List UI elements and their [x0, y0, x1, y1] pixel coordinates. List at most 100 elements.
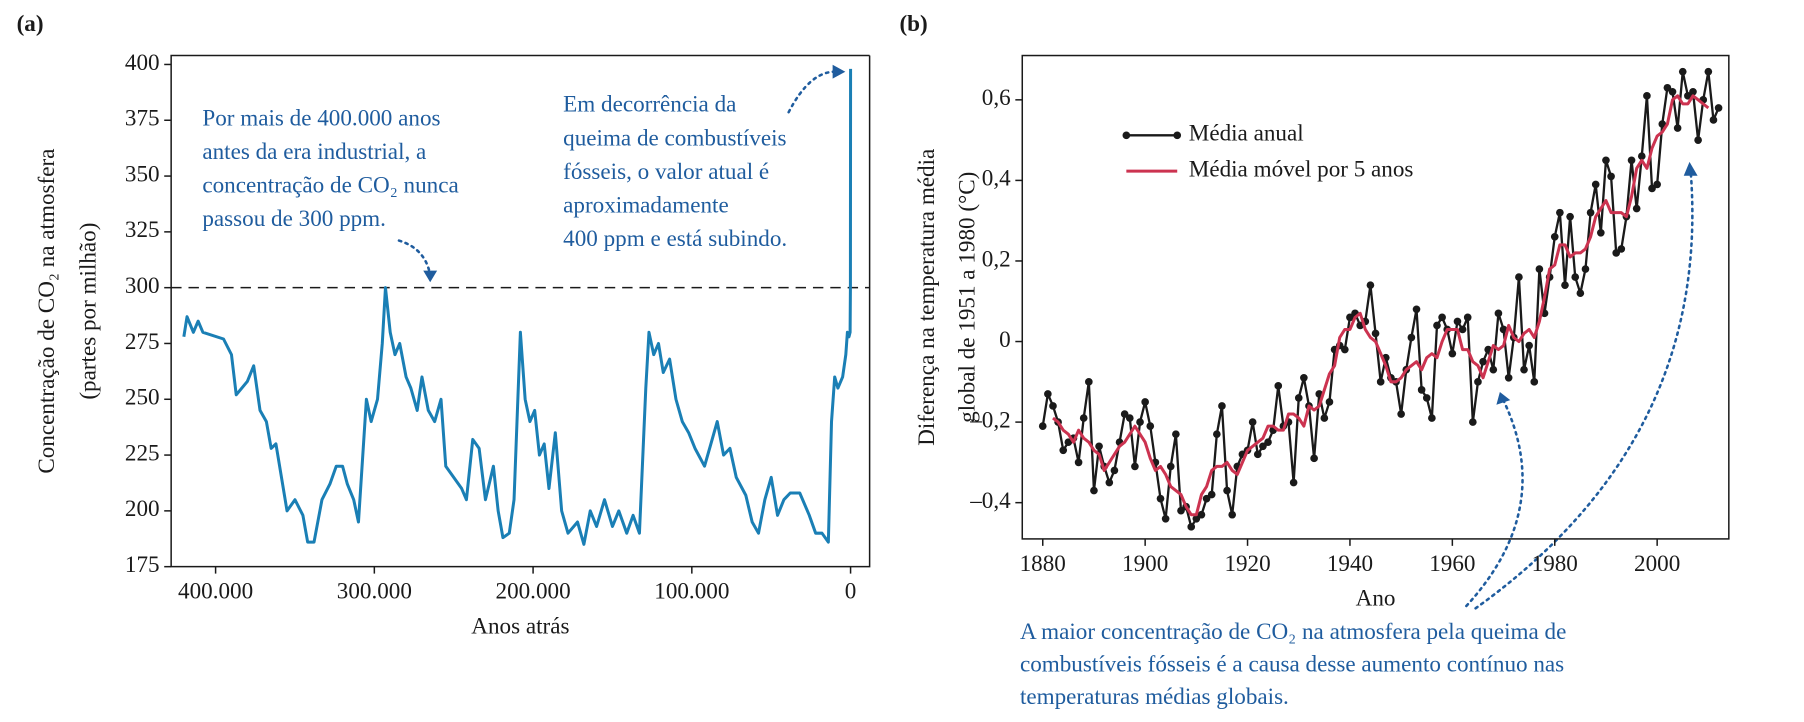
data-point: [1453, 317, 1462, 326]
data-point: [1704, 67, 1713, 76]
data-point: [1469, 418, 1477, 426]
data-point: [1566, 212, 1574, 221]
series-line: [1052, 94, 1710, 517]
annotation: temperaturas médias globais.: [1020, 684, 1289, 710]
data-point: [1412, 305, 1421, 314]
data-point: [1458, 325, 1467, 334]
series-line: [182, 68, 853, 546]
data-point: [1044, 390, 1052, 398]
x-tick-label: 1980: [1532, 551, 1578, 577]
data-point: [1248, 418, 1257, 426]
data-point: [1576, 289, 1585, 298]
data-point: [1612, 249, 1621, 257]
y-tick-label: –0,4: [969, 488, 1011, 514]
data-point: [1617, 245, 1626, 253]
data-point: [1172, 430, 1180, 438]
x-tick-label: 100.000: [654, 579, 729, 605]
data-point: [1653, 180, 1661, 189]
data-point: [1146, 422, 1155, 430]
annotation: 400 ppm e está subindo.: [563, 226, 787, 252]
data-point: [1648, 184, 1656, 193]
data-point: [1079, 414, 1088, 422]
data-point: [1607, 172, 1615, 181]
data-point: [1371, 329, 1380, 338]
data-point: [1110, 466, 1119, 475]
x-tick-label: 400.000: [178, 579, 253, 605]
annotation: passou de 300 ppm.: [202, 206, 386, 232]
legend-marker: [1122, 131, 1131, 140]
data-point: [1550, 232, 1559, 241]
x-tick-label: 1900: [1122, 551, 1168, 577]
x-tick-label: 200.000: [496, 579, 571, 605]
data-point: [1085, 377, 1093, 386]
data-point: [1637, 152, 1646, 161]
x-tick-label: 1880: [1020, 551, 1066, 577]
x-axis-label: Anos atrás: [471, 613, 569, 639]
data-point: [1059, 446, 1068, 455]
data-point: [1274, 382, 1283, 390]
data-point: [1525, 341, 1533, 350]
data-point: [1320, 414, 1329, 422]
y-axis-label: Diferença na temperatura média: [914, 149, 940, 446]
data-point: [1325, 398, 1334, 406]
data-point: [1090, 486, 1098, 495]
data-point: [1038, 422, 1047, 430]
y-tick-label: 375: [125, 106, 160, 132]
data-point: [1520, 365, 1528, 374]
y-axis-label: (partes por milhão): [76, 223, 102, 400]
data-point: [1561, 281, 1569, 289]
data-point: [1530, 377, 1539, 386]
data-point: [1581, 265, 1590, 273]
y-tick-label: 0,4: [982, 166, 1011, 192]
data-point: [1341, 345, 1349, 354]
arrow-head: [1496, 392, 1511, 405]
data-point: [1714, 104, 1723, 112]
data-point: [1433, 321, 1441, 330]
y-tick-label: 275: [125, 329, 160, 355]
data-point: [1556, 208, 1564, 217]
data-point: [1294, 394, 1303, 402]
y-tick-label: 350: [125, 161, 160, 187]
data-point: [1627, 156, 1636, 165]
x-tick-label: 1940: [1327, 551, 1373, 577]
arrow: [1474, 169, 1694, 610]
data-point: [1499, 325, 1508, 334]
y-tick-label: 400: [125, 50, 160, 76]
data-point: [1074, 458, 1083, 467]
data-point: [1161, 514, 1170, 523]
data-point: [1663, 83, 1672, 92]
data-point: [1658, 120, 1667, 128]
data-point: [1571, 273, 1580, 281]
y-tick-label: 250: [125, 385, 160, 411]
data-point: [1494, 309, 1503, 318]
data-point: [1131, 462, 1139, 471]
data-point: [1166, 462, 1175, 471]
y-tick-label: 0,6: [982, 85, 1011, 111]
y-tick-label: 0,2: [982, 246, 1011, 272]
data-point: [1310, 454, 1318, 463]
data-point: [1448, 349, 1457, 358]
arrow-head: [832, 64, 846, 79]
data-point: [1438, 313, 1446, 322]
annotation: concentração de CO₂ nunca: [202, 173, 458, 199]
data-point: [1095, 442, 1103, 451]
data-point: [1253, 450, 1262, 459]
y-tick-label: 200: [125, 496, 160, 522]
arrow: [787, 70, 837, 114]
panel-label: (b): [899, 11, 927, 37]
data-point: [1136, 418, 1144, 426]
data-point: [1643, 91, 1651, 100]
arrow-head: [423, 270, 438, 283]
panel-label: (a): [17, 11, 44, 37]
data-point: [1673, 124, 1682, 132]
annotation: Em decorrência da: [563, 92, 736, 118]
annotation: antes da era industrial, a: [202, 139, 426, 165]
data-point: [1366, 281, 1375, 289]
data-point: [1422, 394, 1431, 402]
data-point: [1207, 490, 1216, 499]
data-point: [1535, 265, 1544, 273]
annotation: fósseis, o valor atual é: [563, 159, 769, 185]
data-point: [1223, 486, 1231, 495]
data-point: [1678, 67, 1687, 76]
